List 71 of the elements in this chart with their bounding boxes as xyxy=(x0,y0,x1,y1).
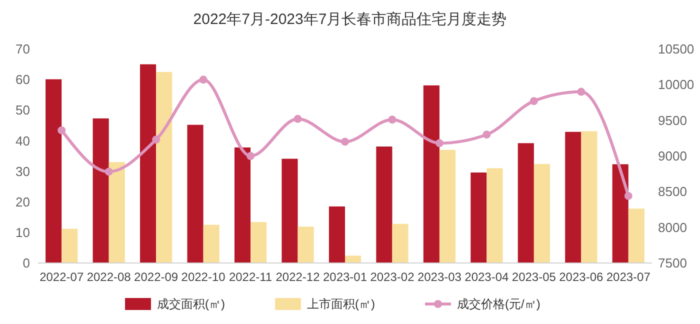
bar xyxy=(486,168,503,263)
x-tick-label: 2023-07 xyxy=(606,270,651,284)
bar xyxy=(282,158,298,263)
bar xyxy=(423,85,440,263)
y-tick-label: 40 xyxy=(16,133,30,148)
x-tick-label: 2022-11 xyxy=(228,270,272,284)
bar xyxy=(46,79,62,263)
point xyxy=(199,76,208,84)
point xyxy=(435,139,444,148)
x-tick-label: 2022-09 xyxy=(134,270,178,284)
legend-label: 成交价格(元/㎡) xyxy=(457,297,540,312)
y2-tick-label: 9500 xyxy=(658,112,687,128)
bar xyxy=(518,143,534,263)
point xyxy=(341,138,349,146)
x-tick-label: 2023-03 xyxy=(417,270,462,284)
bar xyxy=(345,256,362,263)
y2-tick-label: 8000 xyxy=(658,220,687,235)
x-tick-label: 2022-07 xyxy=(40,270,84,284)
y-tick-label: 10 xyxy=(16,224,30,240)
bar xyxy=(203,224,220,263)
x-tick-label: 2022-12 xyxy=(276,270,320,284)
bar xyxy=(439,150,456,263)
x-tick-label: 2022-10 xyxy=(181,270,226,284)
point xyxy=(246,152,255,160)
bar xyxy=(92,118,109,263)
y2-tick-label: 8500 xyxy=(658,184,687,200)
y-tick-label: 20 xyxy=(16,194,30,210)
bar xyxy=(250,222,267,263)
x-tick-label: 2023-04 xyxy=(464,270,510,284)
bar xyxy=(392,224,408,263)
point xyxy=(530,97,538,106)
bar xyxy=(565,132,582,263)
y2-tick-label: 10000 xyxy=(658,77,694,92)
legend-label: 成交面积(㎡) xyxy=(157,297,225,312)
bar xyxy=(581,131,598,263)
point xyxy=(152,136,160,144)
y-tick-label: 50 xyxy=(16,102,30,118)
bar xyxy=(628,208,644,263)
x-tick-label: 2023-01 xyxy=(322,270,368,284)
y-tick-label: 0 xyxy=(22,256,30,271)
y-tick-label: 30 xyxy=(16,164,30,179)
bar xyxy=(62,228,78,263)
point xyxy=(624,192,632,200)
x-tick-label: 2023-02 xyxy=(370,270,415,284)
bar xyxy=(612,164,628,263)
bar xyxy=(534,164,550,263)
point xyxy=(294,114,302,123)
point xyxy=(577,88,586,96)
bar xyxy=(234,147,251,263)
bar xyxy=(328,206,345,263)
y2-tick-label: 7500 xyxy=(658,256,687,271)
point xyxy=(104,168,113,176)
point xyxy=(58,126,66,134)
y-tick-label: 60 xyxy=(16,72,30,88)
legend-label: 上市面积(㎡) xyxy=(307,297,375,312)
bar xyxy=(187,124,204,263)
bar xyxy=(470,172,487,263)
point xyxy=(388,116,396,124)
x-tick-label: 2022-08 xyxy=(86,270,132,284)
point xyxy=(482,130,491,139)
bar xyxy=(108,162,125,263)
x-tick-label: 2023-06 xyxy=(559,270,604,284)
x-tick-label: 2023-05 xyxy=(512,270,556,284)
bar xyxy=(376,146,392,263)
y2-tick-label: 9000 xyxy=(658,148,687,164)
y2-tick-label: 10500 xyxy=(658,42,694,57)
bar xyxy=(140,64,156,263)
chart-title: 2022年7月-2023年7月长春市商品住宅月度走势 xyxy=(193,11,507,28)
bar xyxy=(298,226,314,263)
y-tick-label: 70 xyxy=(16,42,30,57)
bar xyxy=(156,72,172,263)
